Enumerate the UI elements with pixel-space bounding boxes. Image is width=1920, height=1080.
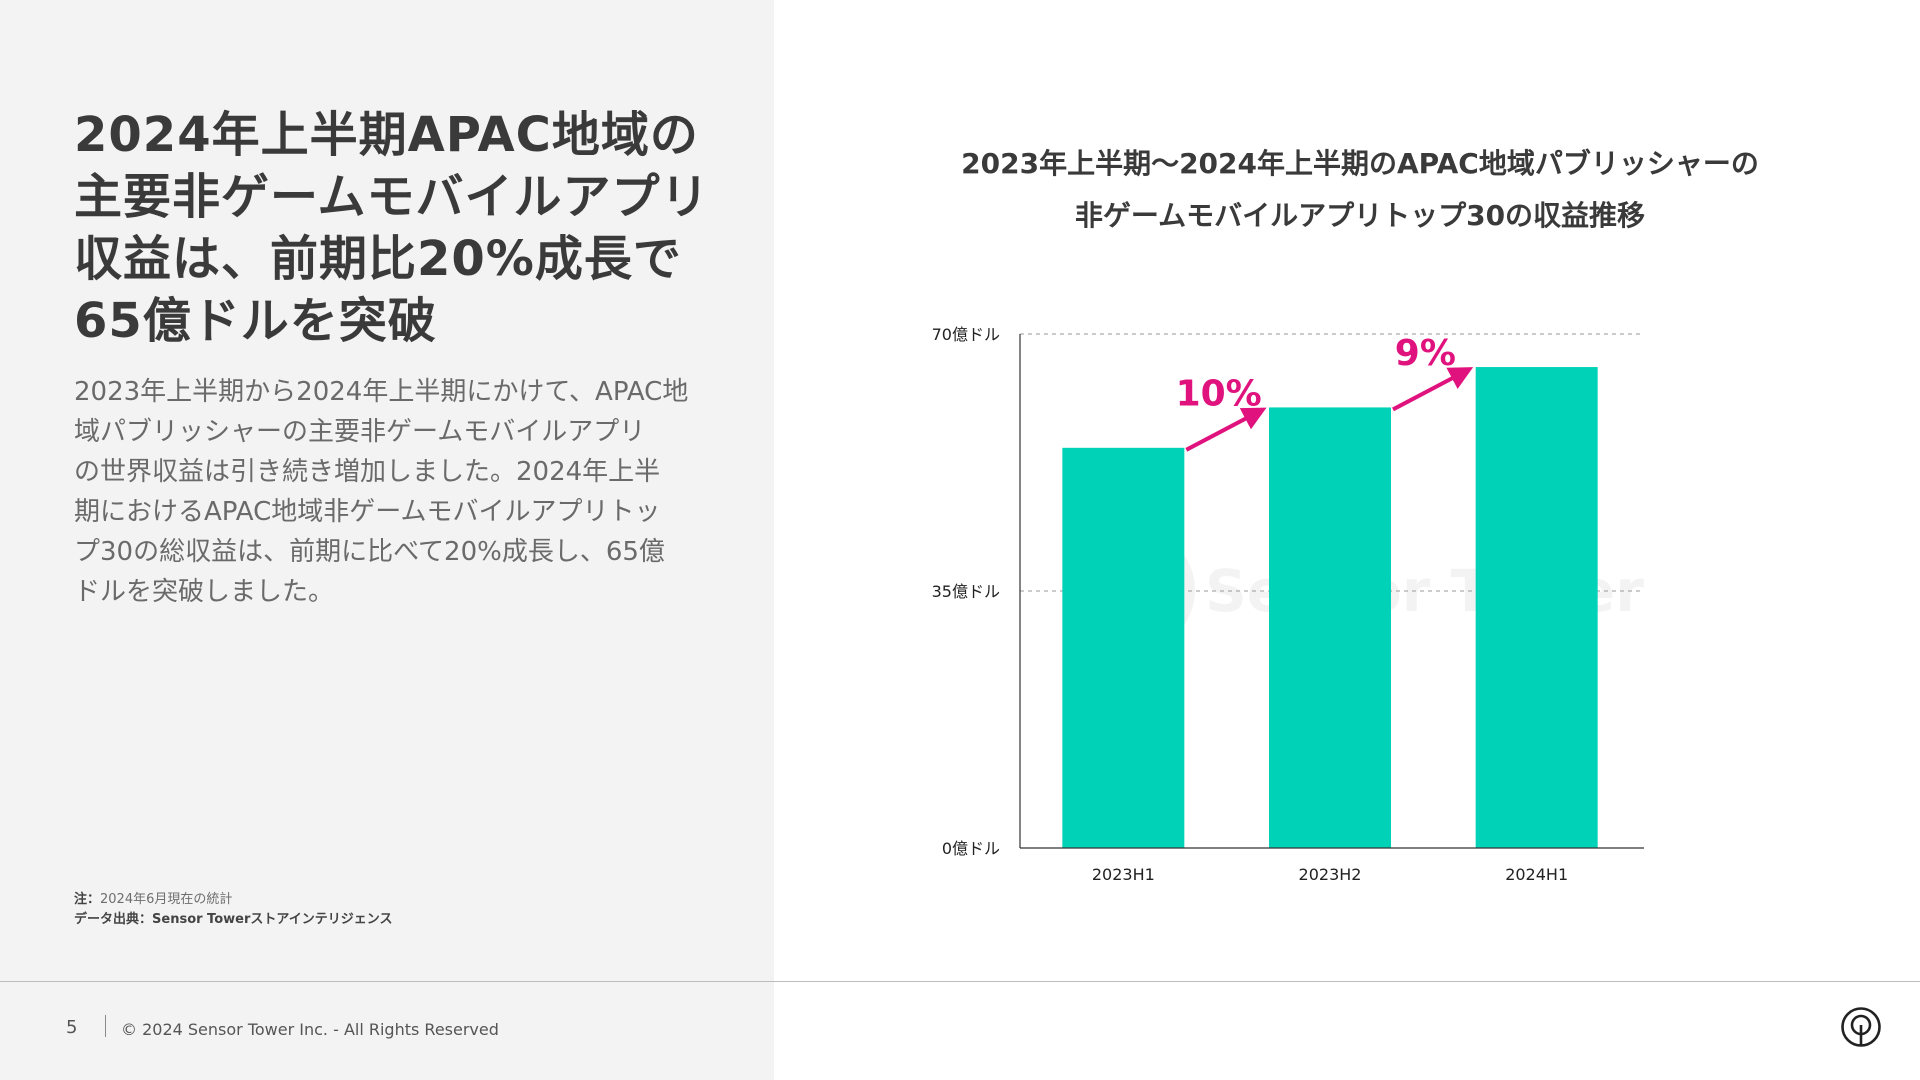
copyright-text: © 2024 Sensor Tower Inc. - All Rights Re… xyxy=(121,1020,499,1039)
chart-title: 2023年上半期〜2024年上半期のAPAC地域パブリッシャーの 非ゲームモバイ… xyxy=(860,138,1860,242)
left-panel xyxy=(0,0,774,1080)
headline-line: 65億ドルを突破 xyxy=(74,293,437,349)
headline-line: 2024年上半期APAC地域の xyxy=(74,107,699,163)
bar-2023H2 xyxy=(1269,407,1391,848)
notes: 注：2024年6月現在の統計 データ出典：Sensor Towerストアインテリ… xyxy=(74,890,392,930)
body-line: 域パブリッシャーの主要非ゲームモバイルアプリ xyxy=(74,417,646,447)
growth-annotations: 10% 9% xyxy=(1176,333,1474,452)
body-line: の世界収益は引き続き増加しました。2024年上半 xyxy=(74,457,661,487)
body-line: ドルを突破しました。 xyxy=(74,577,335,607)
chart-title-line: 2023年上半期〜2024年上半期のAPAC地域パブリッシャーの xyxy=(961,147,1759,180)
y-tick-label: 70億ドル xyxy=(932,325,1000,344)
growth-arrow xyxy=(1392,367,1474,412)
source-label: データ出典： xyxy=(74,912,153,927)
headline-line: 主要非ゲームモバイルアプリ xyxy=(74,169,710,225)
chart-title-line: 非ゲームモバイルアプリトップ30の収益推移 xyxy=(1074,199,1646,232)
page-number: 5 xyxy=(66,1017,78,1038)
x-tick-label: 2023H2 xyxy=(1299,865,1362,884)
footer-divider xyxy=(0,981,1920,982)
note-row: 注：2024年6月現在の統計 xyxy=(74,890,392,910)
body-line: プ30の総収益は、前期に比べて20%成長し、65億 xyxy=(74,537,665,567)
axes xyxy=(1019,334,1644,849)
growth-arrow xyxy=(1185,407,1267,452)
growth-label: 10% xyxy=(1176,373,1262,414)
note-label: 注： xyxy=(74,892,101,907)
source-row: データ出典：Sensor Towerストアインテリジェンス xyxy=(74,910,392,930)
source-text: Sensor Towerストアインテリジェンス xyxy=(152,912,393,927)
body-line: 期におけるAPAC地域非ゲームモバイルアプリトッ xyxy=(74,497,661,527)
x-tick-label: 2023H1 xyxy=(1092,865,1155,884)
y-tick-label: 0億ドル xyxy=(942,839,1000,858)
x-tick-label: 2024H1 xyxy=(1505,865,1568,884)
body-text: 2023年上半期から2024年上半期にかけて、APAC地 域パブリッシャーの主要… xyxy=(74,372,722,612)
footer-left-background xyxy=(0,982,774,1080)
body-line: 2023年上半期から2024年上半期にかけて、APAC地 xyxy=(74,377,689,407)
sensor-tower-logo-icon[interactable] xyxy=(1840,1006,1882,1048)
y-tick-label: 35億ドル xyxy=(932,582,1000,601)
growth-label: 9% xyxy=(1395,333,1456,374)
tick-labels: 0億ドル 35億ドル 70億ドル 2023H1 2023H2 2024H1 xyxy=(932,325,1569,884)
note-text: 2024年6月現在の統計 xyxy=(100,892,233,907)
bar-2024H1 xyxy=(1475,367,1598,848)
bars xyxy=(1062,367,1598,848)
bar-2023H1 xyxy=(1062,447,1185,848)
headline-line: 収益は、前期比20%成長で xyxy=(74,231,682,287)
headline: 2024年上半期APAC地域の 主要非ゲームモバイルアプリ 収益は、前期比20%… xyxy=(74,104,724,352)
footer-separator xyxy=(105,1015,106,1037)
